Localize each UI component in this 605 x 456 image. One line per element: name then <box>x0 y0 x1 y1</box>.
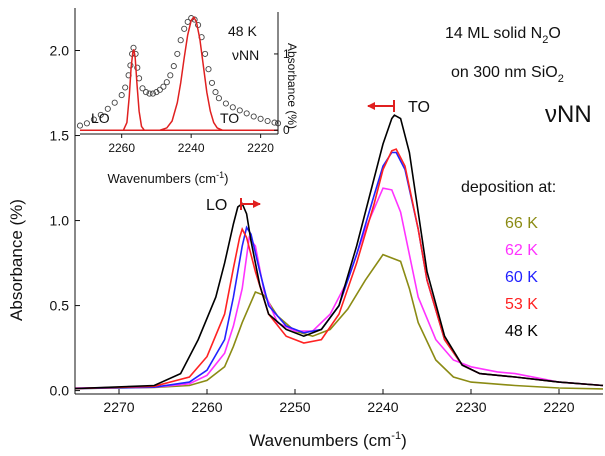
main-y-axis-label: Absorbance (%) <box>7 199 26 321</box>
inset-mode-label: νNN <box>232 47 259 63</box>
inset-to-label: TO <box>220 110 239 126</box>
main-x-tick-label: 2220 <box>543 399 574 415</box>
sample-description-line-1: 14 ML solid N2O <box>445 25 561 46</box>
main-y-tick-label: 0.5 <box>50 298 70 314</box>
sample-description-line-2: on 300 nm SiO2 <box>451 64 564 85</box>
main-y-tick-label: 1.0 <box>50 213 70 229</box>
main-x-tick-label: 2230 <box>455 399 486 415</box>
inset-x-tick-label: 2220 <box>247 141 274 155</box>
main-x-tick-label: 2260 <box>191 399 222 415</box>
mode-label: νNN <box>545 101 592 128</box>
main-x-tick-label: 2270 <box>103 399 134 415</box>
main-x-tick-label: 2250 <box>279 399 310 415</box>
main-y-tick-label: 2.0 <box>50 43 70 59</box>
inset-temperature-label: 48 K <box>228 23 257 39</box>
legend-entry-48-k: 48 K <box>505 323 538 340</box>
to-peak-label: TO <box>408 99 430 116</box>
lo-peak-label: LO <box>206 197 227 214</box>
main-x-axis-label: Wavenumbers (cm-1) <box>249 430 406 450</box>
inset-x-tick-label: 2240 <box>178 141 205 155</box>
inset-x-tick-label: 2260 <box>108 141 135 155</box>
legend-entry-66-k: 66 K <box>505 215 538 232</box>
legend: 66 K 62 K 60 K 53 K 48 K <box>505 215 538 340</box>
inset-lo-label: LO <box>91 110 110 126</box>
inset-x-axis-label: Wavenumbers (cm-1) <box>108 170 229 186</box>
main-y-tick-label: 1.5 <box>50 128 70 144</box>
legend-title: deposition at: <box>461 179 556 196</box>
legend-entry-62-k: 62 K <box>505 242 538 259</box>
main-x-tick-label: 2240 <box>367 399 398 415</box>
main-y-tick-label: 0.0 <box>50 383 70 399</box>
inset-y-axis-label: Absorbance (%) <box>285 43 299 129</box>
legend-entry-53-k: 53 K <box>505 296 538 313</box>
legend-entry-60-k: 60 K <box>505 269 538 286</box>
